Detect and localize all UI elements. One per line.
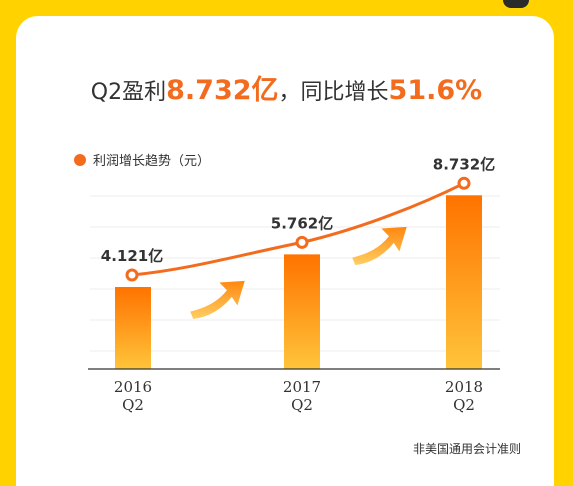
trend-point-2017 bbox=[295, 235, 309, 249]
x-label-year: 2018 bbox=[445, 378, 483, 396]
x-label-quarter: Q2 bbox=[122, 396, 144, 414]
x-label-quarter: Q2 bbox=[453, 396, 475, 414]
growth-arrows bbox=[190, 226, 407, 319]
trend-points bbox=[125, 176, 471, 282]
headline: Q2盈利8.732亿，同比增长51.6% bbox=[0, 68, 573, 107]
x-label-quarter: Q2 bbox=[291, 396, 313, 414]
x-label-year: 2017 bbox=[283, 378, 321, 396]
headline-middle: ，同比增长 bbox=[278, 80, 389, 105]
bars bbox=[115, 195, 482, 369]
growth-arrow-icon-1 bbox=[190, 280, 245, 319]
bar-2017 bbox=[284, 254, 320, 369]
headline-profit: 8.732亿 bbox=[166, 75, 279, 106]
corner-tab bbox=[503, 0, 529, 8]
legend-text: 利润增长趋势（元） bbox=[93, 153, 210, 169]
bar-2016 bbox=[115, 287, 151, 369]
value-label-2016: 4.121亿 bbox=[101, 247, 163, 265]
value-label-2018: 8.732亿 bbox=[433, 155, 495, 173]
headline-growth: 51.6% bbox=[388, 75, 483, 106]
growth-arrow-icon-2 bbox=[352, 226, 407, 265]
x-label-year: 2016 bbox=[114, 378, 152, 396]
trend-point-2016 bbox=[125, 268, 139, 282]
value-labels: 4.121亿 5.762亿 8.732亿 bbox=[101, 155, 495, 265]
value-label-2017: 5.762亿 bbox=[271, 214, 333, 232]
legend-marker bbox=[74, 154, 86, 166]
headline-prefix: Q2盈利 bbox=[90, 80, 167, 105]
bar-2018 bbox=[446, 195, 482, 369]
accounting-note: 非美国通用会计准则 bbox=[412, 442, 521, 456]
trend-point-2018 bbox=[457, 176, 471, 190]
